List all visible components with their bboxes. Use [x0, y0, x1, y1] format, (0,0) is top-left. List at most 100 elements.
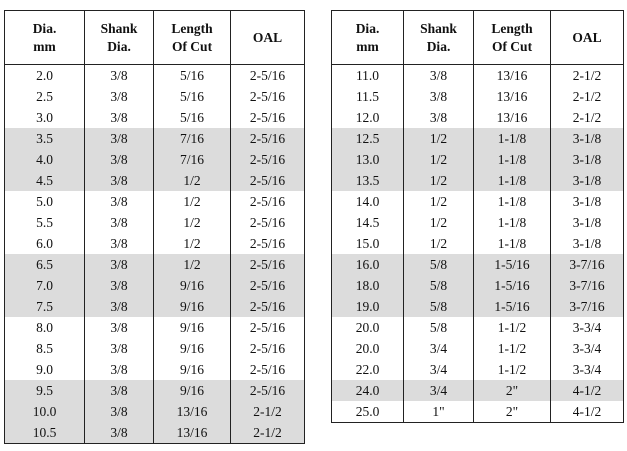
header-shank-dia: Shank Dia. — [403, 10, 474, 65]
cell-oal: 2-5/16 — [230, 296, 305, 317]
cell-shank-dia: 3/4 — [403, 380, 474, 401]
cell-length-of-cut: 5/16 — [153, 64, 231, 86]
cell-shank-dia: 5/8 — [403, 317, 474, 338]
cell-oal: 2-5/16 — [230, 149, 305, 170]
cell-length-of-cut: 13/16 — [153, 401, 231, 422]
cell-shank-dia: 3/8 — [84, 359, 154, 380]
table-row: 9.0 3/8 9/16 2-5/16 — [5, 359, 305, 380]
cell-shank-dia: 1/2 — [403, 191, 474, 212]
cell-shank-dia: 3/4 — [403, 359, 474, 380]
cell-length-of-cut: 2" — [473, 380, 551, 401]
cell-shank-dia: 3/8 — [84, 86, 154, 107]
table-row: 2.5 3/8 5/16 2-5/16 — [5, 86, 305, 107]
header-text: mm — [356, 38, 379, 54]
cell-shank-dia: 5/8 — [403, 296, 474, 317]
cell-length-of-cut: 9/16 — [153, 338, 231, 359]
cell-dia: 20.0 — [355, 320, 380, 335]
table-row: 5.0 3/8 1/2 2-5/16 — [5, 191, 305, 212]
cell-shank-dia: 3/8 — [84, 170, 154, 191]
cell-dia: 18.0 — [331, 275, 404, 296]
table-row: 13.0 1/2 1-1/8 3-1/8 — [331, 149, 624, 170]
table-row: 10.0 3/8 13/16 2-1/2 — [4, 401, 305, 422]
header-oal: OAL — [550, 10, 624, 65]
cell-length-of-cut: 9/16 — [153, 296, 231, 317]
cell-length-of-cut: 13/16 — [153, 422, 231, 444]
cell-dia: 13.5 — [331, 170, 404, 191]
cell-shank-dia: 3/8 — [84, 422, 154, 444]
cell-length-of-cut: 1/2 — [153, 212, 231, 233]
table-row: 12.0 3/8 13/16 2-1/2 — [332, 107, 624, 128]
cell-length-of-cut: 1/2 — [153, 254, 231, 275]
cell-oal: 3-7/16 — [550, 296, 624, 317]
cell-oal: 2-1/2 — [550, 64, 624, 86]
cell-shank-dia: 3/8 — [84, 64, 154, 86]
cell-oal: 3-3/4 — [550, 359, 624, 380]
right-spec-table: Dia. mm Shank Dia. Length Of Cut OAL 11.… — [331, 10, 624, 423]
header-row: Dia. mm Shank Dia. Length Of Cut OAL — [331, 10, 624, 65]
cell-oal: 2-5/16 — [230, 338, 305, 359]
table-row: 22.0 3/4 1-1/2 3-3/4 — [332, 359, 624, 380]
table-row: 19.0 5/8 1-5/16 3-7/16 — [331, 296, 624, 317]
cell-dia: 12.5 — [331, 128, 404, 149]
table-row: 15.0 1/2 1-1/8 3-1/8 — [332, 233, 624, 254]
cell-length-of-cut: 1-1/2 — [473, 317, 551, 338]
cell-shank-dia: 3/8 — [403, 86, 474, 107]
cell-oal: 2-5/16 — [230, 212, 305, 233]
cell-length-of-cut: 1/2 — [153, 191, 231, 212]
table-row: 7.5 3/8 9/16 2-5/16 — [4, 296, 305, 317]
cell-length-of-cut: 9/16 — [153, 380, 231, 401]
left-table-body: 2.0 3/8 5/16 2-5/16 2.5 3/8 5/16 2-5/16 3.0 3/8 5/… — [4, 64, 305, 444]
cell-dia: 14.0 — [355, 194, 380, 209]
cell-oal: 2-5/16 — [230, 64, 305, 86]
cell-oal: 2-5/16 — [230, 170, 305, 191]
cell-oal: 2-1/2 — [550, 86, 624, 107]
cell-oal: 2-1/2 — [230, 422, 305, 444]
table-row: 3.5 3/8 7/16 2-5/16 — [4, 128, 305, 149]
cell-shank-dia: 3/8 — [84, 317, 154, 338]
table-row: 6.0 3/8 1/2 2-5/16 — [5, 233, 305, 254]
header-dia: Dia. mm — [331, 10, 404, 65]
cell-length-of-cut: 1/2 — [153, 233, 231, 254]
cell-dia: 9.5 — [4, 380, 85, 401]
cell-length-of-cut: 13/16 — [473, 86, 551, 107]
cell-shank-dia: 3/8 — [84, 338, 154, 359]
cell-oal: 4-1/2 — [550, 401, 624, 423]
table-row: 18.0 5/8 1-5/16 3-7/16 — [331, 275, 624, 296]
header-text: Of Cut — [171, 38, 213, 54]
cell-length-of-cut: 9/16 — [153, 275, 231, 296]
cell-shank-dia: 3/8 — [84, 275, 154, 296]
table-row: 10.5 3/8 13/16 2-1/2 — [4, 422, 305, 444]
cell-shank-dia: 3/8 — [84, 296, 154, 317]
cell-dia: 11.5 — [355, 89, 380, 104]
cell-length-of-cut: 7/16 — [153, 149, 231, 170]
header-oal: OAL — [230, 10, 305, 65]
cell-length-of-cut: 1-1/2 — [473, 359, 551, 380]
cell-oal: 3-7/16 — [550, 254, 624, 275]
cell-dia: 3.5 — [4, 128, 85, 149]
header-text: Dia. — [355, 20, 380, 36]
cell-oal: 3-1/8 — [550, 149, 624, 170]
table-row: 4.5 3/8 1/2 2-5/16 — [4, 170, 305, 191]
cell-shank-dia: 3/8 — [84, 107, 154, 128]
cell-length-of-cut: 1-5/16 — [473, 254, 551, 275]
header-text: Dia. — [32, 20, 57, 36]
header-text: Length — [171, 20, 213, 36]
cell-oal: 2-1/2 — [550, 107, 624, 128]
cell-oal: 2-1/2 — [230, 401, 305, 422]
cell-shank-dia: 3/8 — [84, 401, 154, 422]
cell-length-of-cut: 1-1/8 — [473, 191, 551, 212]
cell-shank-dia: 3/8 — [84, 191, 154, 212]
cell-shank-dia: 1" — [403, 401, 474, 423]
cell-oal: 3-1/8 — [550, 170, 624, 191]
cell-oal: 3-3/4 — [550, 338, 624, 359]
cell-length-of-cut: 5/16 — [153, 107, 231, 128]
cell-dia: 7.5 — [4, 296, 85, 317]
cell-shank-dia: 3/8 — [84, 380, 154, 401]
cell-dia: 7.0 — [4, 275, 85, 296]
cell-shank-dia: 1/2 — [403, 212, 474, 233]
cell-dia: 15.0 — [355, 236, 380, 251]
header-length-of-cut: Length Of Cut — [473, 10, 551, 65]
table-row: 13.5 1/2 1-1/8 3-1/8 — [331, 170, 624, 191]
cell-length-of-cut: 1-1/8 — [473, 128, 551, 149]
cell-length-of-cut: 1/2 — [153, 170, 231, 191]
